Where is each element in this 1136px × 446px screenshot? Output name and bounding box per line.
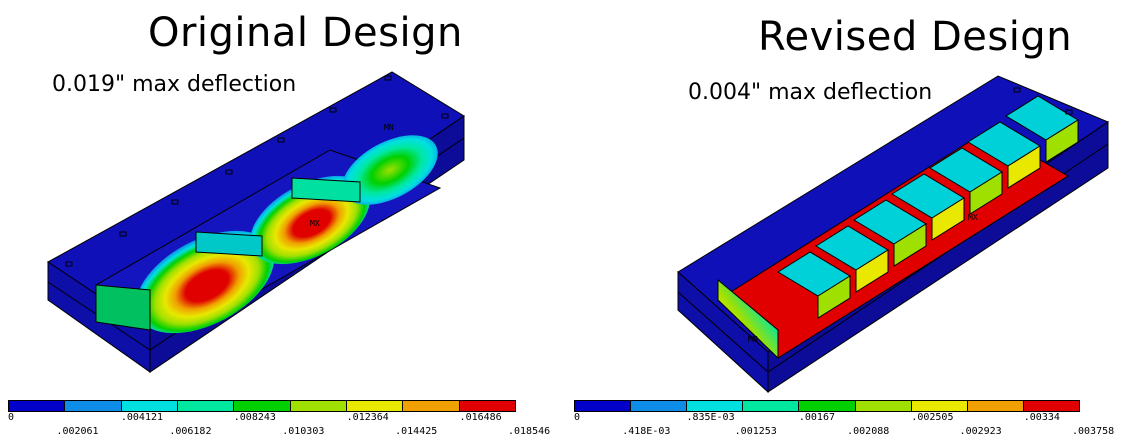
legend-tick-label: .008243 [233,412,276,423]
legend-tick-label: .002061 [56,426,99,437]
revised-design-panel: Revised Design 0.004" max deflection MX [568,0,1136,446]
legend-tick-label: .00334 [1023,412,1060,423]
legend-swatch-7 [967,401,1024,411]
legend-swatch-3 [743,401,800,411]
legend-swatch-5 [855,401,912,411]
revised-design-title: Revised Design [758,14,1073,60]
rib-side [1045,119,1079,163]
legend-swatch-2 [121,401,178,411]
legend-swatch-6 [911,401,968,411]
legend-swatch-6 [346,401,404,411]
legend-tick-label: .018546 [508,426,551,437]
legend-swatch-5 [290,401,347,411]
mx-marker: MX [968,213,978,222]
rib [195,231,263,257]
legend-swatch-0 [575,401,632,411]
legend-tick-label: .014425 [395,426,438,437]
legend-swatch-8 [1023,401,1079,411]
legend-tick-label: .418E-03 [622,426,671,437]
legend-tick-label: .016486 [459,412,502,423]
legend-swatch-2 [687,401,744,411]
legend-swatch-4 [799,401,856,411]
legend-tick-label: .006182 [169,426,212,437]
revised-legend-ticks: 0 .835E-03 .00167 .002505 .00334 .418E-03 .001… [574,412,1114,442]
legend-swatch-8 [459,401,515,411]
legend-swatch-0 [9,401,66,411]
rib-side [855,249,889,293]
original-design-panel: Original Design 0.019" max deflection [0,0,560,446]
legend-tick-label: .010303 [282,426,325,437]
legend-tick-label: .002088 [847,426,890,437]
rib-side [1007,145,1041,189]
rib-side [893,223,927,267]
rib-side [969,171,1003,215]
rib-side [817,275,851,319]
legend-swatch-1 [631,401,688,411]
mn-marker: MN [748,335,758,344]
legend-tick-label: .835E-03 [686,412,735,423]
legend-tick-label: 0 [574,412,581,423]
legend-tick-label: .003758 [1072,426,1115,437]
original-max-deflection-label: 0.019" max deflection [52,72,297,97]
legend-tick-label: .00167 [798,412,835,423]
legend-tick-label: .004121 [120,412,164,423]
legend-tick-label: .001253 [734,426,777,437]
revised-color-legend [574,400,1080,412]
legend-swatch-3 [177,401,235,411]
rib-side [931,197,965,241]
deflection-zone-max [135,230,275,334]
mn-marker: MN [384,123,394,132]
original-legend-ticks: 0 .004121 .008243 .012364 .016486 .002061 .006… [8,412,550,442]
original-design-title: Original Design [148,10,463,56]
legend-swatch-1 [65,401,122,411]
legend-tick-label: .012364 [346,412,389,423]
original-color-legend [8,400,516,412]
legend-swatch-7 [403,401,460,411]
revised-design-fea-model: MX MN [677,75,1110,394]
legend-tick-label: .002505 [911,412,954,423]
original-design-fea-model: MN MX [47,71,465,373]
rib [291,177,361,203]
legend-tick-label: .002923 [959,426,1002,437]
legend-swatch-4 [234,401,291,411]
legend-tick-label: 0 [8,412,15,423]
revised-max-deflection-label: 0.004" max deflection [688,80,933,105]
mx-marker: MX [310,219,320,228]
